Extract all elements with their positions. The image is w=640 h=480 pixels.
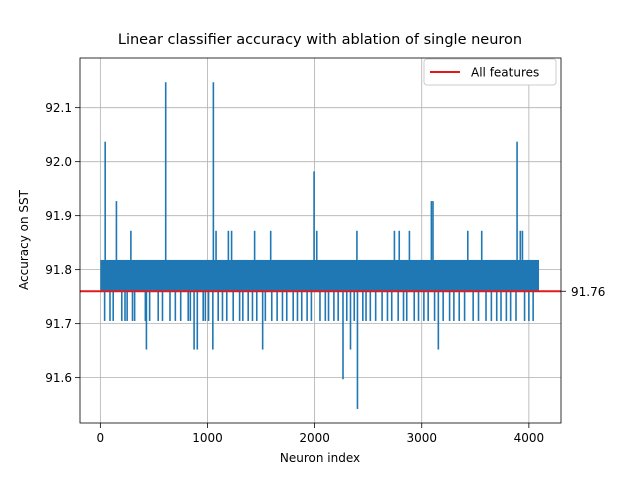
x-tick-label: 4000 [514, 431, 545, 445]
y-tick-label: 92.1 [45, 101, 72, 115]
y-axis-label: Accuracy on SST [17, 189, 31, 290]
y-tick-label: 91.6 [45, 371, 72, 385]
x-tick-label: 1000 [192, 431, 223, 445]
y-tick-label: 91.7 [45, 317, 72, 331]
x-tick-label: 3000 [406, 431, 437, 445]
series-layer [100, 82, 540, 409]
y-tick-label: 91.8 [45, 263, 72, 277]
x-tick-label: 2000 [299, 431, 330, 445]
legend-entry-all-features: All features [471, 66, 539, 80]
legend: All features [423, 58, 557, 86]
reference-value-annotation: 91.76 [561, 285, 605, 299]
y-tick-label: 92.0 [45, 155, 72, 169]
chart-title: Linear classifier accuracy with ablation… [118, 32, 522, 48]
x-tick-label: 0 [97, 431, 105, 445]
y-axis-ticks: 91.6 91.7 91.8 91.9 92.0 92.1 [45, 101, 80, 385]
legend-box [423, 58, 557, 86]
series-dense-band [100, 259, 540, 292]
plot-frame [79, 57, 562, 424]
y-tick-label: 91.9 [45, 209, 72, 223]
reference-value-label: 91.76 [571, 285, 605, 299]
x-axis-ticks: 0 1000 2000 3000 4000 [97, 423, 545, 445]
x-axis-label: Neuron index [280, 451, 360, 465]
